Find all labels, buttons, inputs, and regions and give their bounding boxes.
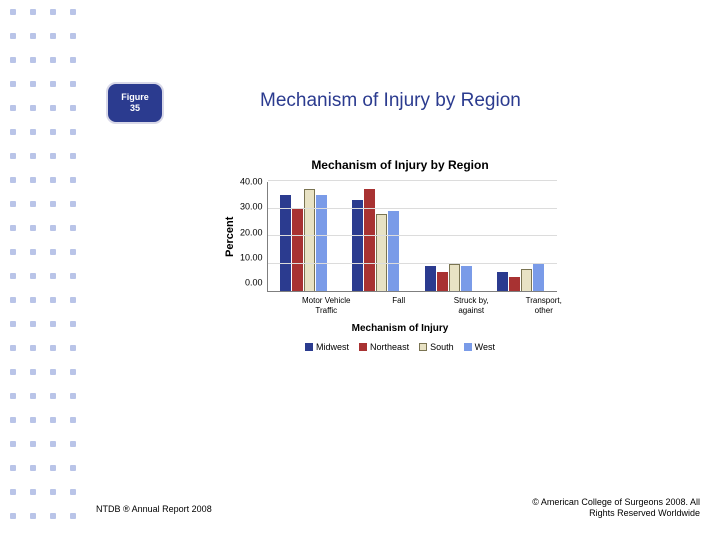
- bar: [437, 272, 448, 291]
- bar: [509, 277, 520, 291]
- legend-item: Midwest: [305, 342, 349, 352]
- y-tick: 10.00: [240, 253, 263, 262]
- figure-number: 35: [130, 103, 140, 114]
- x-tick: Fall: [364, 296, 434, 315]
- bar: [461, 266, 472, 291]
- legend-swatch: [464, 343, 472, 351]
- footer-left: NTDB ® Annual Report 2008: [96, 504, 212, 514]
- bar: [292, 209, 303, 292]
- slide-title: Mechanism of Injury by Region: [260, 90, 521, 112]
- legend-label: Northeast: [370, 342, 409, 352]
- y-axis-label: Percent: [220, 182, 240, 292]
- bar: [364, 189, 375, 291]
- bar: [376, 214, 387, 291]
- x-axis-ticks: Motor VehicleTrafficFallStruck by,agains…: [290, 296, 580, 315]
- bar-group: [425, 264, 472, 292]
- legend-label: South: [430, 342, 454, 352]
- bar: [533, 264, 544, 292]
- bar-group: [497, 264, 544, 292]
- legend-label: West: [475, 342, 495, 352]
- legend-swatch: [305, 343, 313, 351]
- bar: [388, 211, 399, 291]
- footer-right-line2: Rights Reserved Worldwide: [532, 508, 700, 520]
- footer-right: © American College of Surgeons 2008. All…: [532, 497, 700, 520]
- legend-label: Midwest: [316, 342, 349, 352]
- x-tick: Struck by,against: [436, 296, 506, 315]
- figure-label: Figure: [121, 92, 149, 103]
- footer-right-line1: © American College of Surgeons 2008. All: [532, 497, 700, 509]
- bar-group: [352, 189, 399, 291]
- bar: [280, 195, 291, 291]
- y-tick: 0.00: [240, 279, 263, 288]
- chart-container: Mechanism of Injury by Region Percent 40…: [220, 158, 580, 352]
- bar: [521, 269, 532, 291]
- bar: [449, 264, 460, 292]
- y-axis-ticks: 40.0030.0020.0010.000.00: [240, 182, 267, 292]
- chart-title: Mechanism of Injury by Region: [220, 158, 580, 172]
- x-tick: Motor VehicleTraffic: [291, 296, 361, 315]
- legend-swatch: [359, 343, 367, 351]
- x-tick: Transport,other: [509, 296, 579, 315]
- legend-swatch: [419, 343, 427, 351]
- legend-item: South: [419, 342, 454, 352]
- chart-body: Percent 40.0030.0020.0010.000.00: [220, 182, 580, 292]
- legend-item: Northeast: [359, 342, 409, 352]
- bar: [497, 272, 508, 291]
- chart-legend: Midwest Northeast South West: [220, 342, 580, 352]
- figure-number-badge: Figure 35: [106, 82, 164, 124]
- legend-item: West: [464, 342, 495, 352]
- bar: [425, 266, 436, 291]
- bar: [352, 200, 363, 291]
- plot-area: [267, 182, 557, 292]
- bar-groups: [268, 182, 557, 291]
- y-tick: 20.00: [240, 228, 263, 237]
- bar-group: [280, 189, 327, 291]
- bar: [316, 195, 327, 291]
- bar: [304, 189, 315, 291]
- y-tick: 30.00: [240, 203, 263, 212]
- decorative-dot-strip: [0, 0, 90, 540]
- y-tick: 40.00: [240, 178, 263, 187]
- x-axis-label: Mechanism of Injury: [220, 323, 580, 334]
